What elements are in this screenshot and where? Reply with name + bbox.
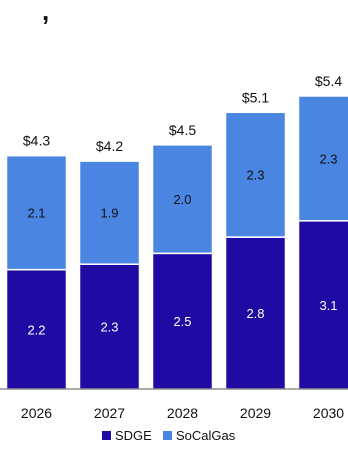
total-label-2029: $5.1 [242,89,269,105]
bar-segment-sdge-2026 [5,268,68,390]
bar-segment-socalgas-2029 [224,111,287,238]
x-tick-label-2028: 2028 [167,405,198,421]
data-label-socalgas-2026: 2.1 [27,206,45,221]
legend-swatch-socalgas [163,431,172,440]
bar-segment-socalgas-2030 [297,95,348,222]
total-label-2028: $4.5 [169,122,196,138]
bar-segment-socalgas-2028 [151,144,214,255]
x-tick-label-2030: 2030 [313,405,344,421]
total-label-2030: $5.4 [315,73,342,89]
total-label-2027: $4.2 [96,138,123,154]
x-tick-label-2026: 2026 [21,405,52,421]
data-label-socalgas-2029: 2.3 [246,168,264,183]
legend-label-sdge: SDGE [115,428,152,443]
data-label-socalgas-2030: 2.3 [319,151,337,166]
data-label-sdge-2028: 2.5 [173,314,191,329]
bars-group: 2.2 2.1 $4.3 2.3 1.9 $4.2 2.5 2.0 $4.5 2.8 2.3 $5.1… [5,73,348,390]
data-label-sdge-2030: 3.1 [319,298,337,313]
total-label-2026: $4.3 [23,133,50,149]
legend: SDGE SoCalGas [102,428,236,443]
data-label-sdge-2027: 2.3 [100,320,118,335]
header-fragment: , [42,0,49,26]
x-tick-label-2027: 2027 [94,405,125,421]
x-tick-label-2029: 2029 [240,405,271,421]
x-tick-labels: 2026 2027 2028 2029 2030 [21,405,344,421]
data-label-socalgas-2027: 1.9 [100,206,118,221]
data-label-sdge-2029: 2.8 [246,306,264,321]
legend-label-socalgas: SoCalGas [176,428,236,443]
bar-segment-sdge-2030 [297,220,348,390]
bar-segment-socalgas-2026 [5,154,68,271]
data-label-sdge-2026: 2.2 [27,322,45,337]
data-label-socalgas-2028: 2.0 [173,192,191,207]
bar-segment-socalgas-2027 [78,160,141,265]
legend-swatch-sdge [102,431,111,440]
